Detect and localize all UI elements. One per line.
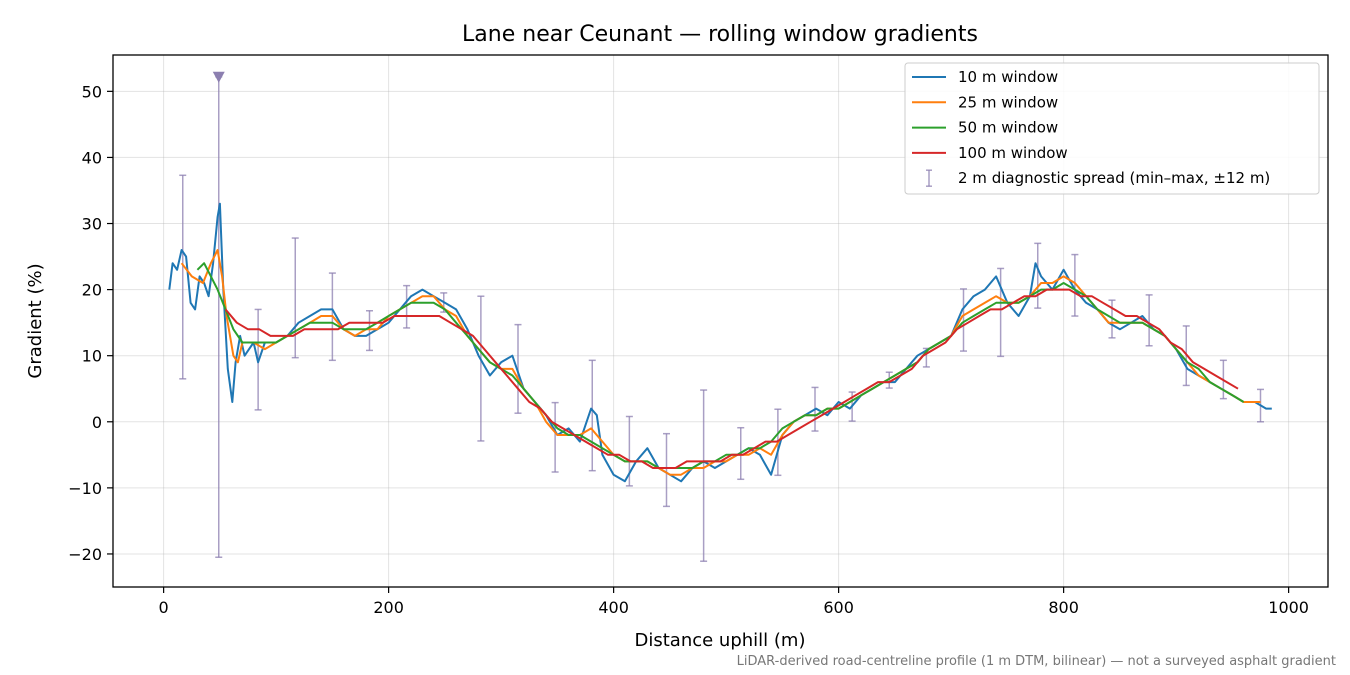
legend-label: 50 m window [958, 119, 1058, 137]
legend-label: 2 m diagnostic spread (min–max, ±12 m) [958, 169, 1270, 187]
spread-bar [997, 267, 1005, 358]
spread-bar [1071, 253, 1079, 317]
y-tick-label: 40 [82, 148, 102, 167]
spread-bar [1145, 294, 1153, 347]
clipped-value-marker [212, 71, 225, 83]
spread-bar [885, 371, 893, 389]
spread-bar [366, 310, 373, 352]
x-tick-label: 600 [823, 598, 854, 617]
x-tick-label: 0 [159, 598, 169, 617]
spread-bar [960, 288, 967, 352]
y-tick-label: 20 [82, 281, 102, 300]
y-tick-label: −20 [68, 545, 102, 564]
x-axis-label: Distance uphill (m) [635, 630, 806, 651]
legend-label: 25 m window [958, 93, 1058, 111]
clipped-marker [212, 71, 225, 83]
spread-bar [179, 174, 187, 380]
x-tick-label: 800 [1048, 598, 1079, 617]
chart-title: Lane near Ceunant — rolling window gradi… [462, 22, 978, 47]
plot-frame [112, 54, 1329, 588]
spread-bar [551, 401, 559, 473]
spread-bar [700, 389, 708, 562]
spread-bar [1034, 242, 1042, 309]
legend-frame [904, 62, 1320, 195]
x-tick-label: 200 [373, 598, 404, 617]
spread-bar [514, 323, 522, 414]
legend-label: 10 m window [958, 68, 1058, 86]
y-axis-ticks: −20 −10 0 10 20 30 40 50 [68, 82, 113, 564]
series-line-2 [180, 249, 1261, 476]
x-tick-label: 400 [598, 598, 629, 617]
footnote: LiDAR-derived road-centreline profile (1… [737, 654, 1336, 669]
y-tick-label: 50 [82, 82, 102, 101]
spread-bar [625, 415, 633, 487]
legend-swatch [926, 169, 932, 187]
y-tick-label: 0 [92, 413, 102, 432]
series-line-1 [168, 202, 1272, 483]
spread-bar [588, 359, 596, 472]
y-tick-label: 10 [82, 347, 102, 366]
spread-bar [215, 76, 223, 559]
x-axis-ticks: 0 200 400 600 800 1000 [159, 587, 1309, 617]
y-axis-label: Gradient (%) [25, 263, 46, 378]
series-line-3 [196, 262, 1245, 469]
y-tick-label: 30 [82, 215, 102, 234]
spread-bar [403, 284, 411, 329]
series-lines [168, 202, 1272, 483]
x-tick-label: 1000 [1268, 598, 1309, 617]
legend: 10 m window 25 m window 50 m window 100 m w… [904, 62, 1320, 195]
legend-label: 100 m window [958, 144, 1068, 162]
y-tick-label: −10 [68, 479, 102, 498]
spread-bar [291, 237, 299, 359]
plot-area [168, 71, 1272, 562]
series-line-4 [224, 288, 1239, 469]
diagnostic-spread-bars [179, 76, 1264, 562]
spread-bar [663, 432, 670, 508]
spread-bar [477, 295, 485, 442]
